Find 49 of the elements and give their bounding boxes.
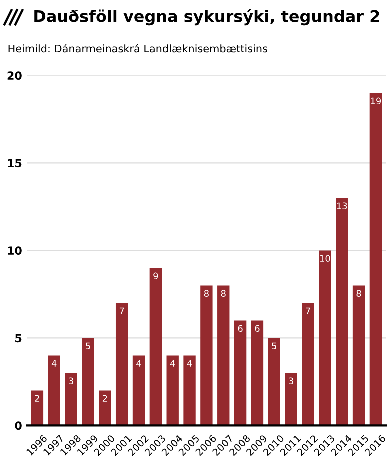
data-label: 4 [136, 360, 142, 367]
y-tick-label: 5 [16, 334, 22, 343]
bar [302, 303, 314, 426]
y-tick-label: 0 [15, 422, 22, 430]
y-tick-label: 10 [8, 246, 22, 256]
data-label: 3 [69, 378, 74, 385]
bar [99, 390, 112, 426]
data-label: 8 [356, 290, 362, 298]
data-label: 5 [86, 342, 90, 350]
data-label: 7 [306, 308, 310, 314]
bar [116, 303, 128, 426]
data-label: 10 [320, 255, 330, 262]
data-label: 7 [120, 308, 124, 314]
data-label: 13 [337, 202, 348, 210]
bar [132, 356, 146, 426]
chart-subtitle: Heimild: Dánarmeinaskrá Landlæknisembættisins [8, 44, 268, 53]
data-label: 4 [170, 360, 176, 367]
data-label: 6 [255, 325, 260, 332]
chart-title: Dauðsföll vegna sykursýki, tegundar 2 [34, 9, 380, 26]
bar [319, 250, 332, 426]
data-label: 19 [371, 98, 382, 105]
data-label: 4 [187, 360, 192, 367]
bar [268, 338, 280, 426]
data-label: 3 [289, 378, 294, 385]
data-label: 8 [204, 290, 209, 298]
bar [65, 373, 78, 426]
bar [166, 356, 179, 426]
bar [31, 390, 44, 426]
bar [285, 373, 298, 426]
data-label: 6 [238, 325, 243, 332]
bar [82, 338, 94, 426]
bar [200, 286, 213, 426]
data-label: 5 [272, 342, 276, 350]
bar [352, 286, 366, 426]
data-label: 4 [52, 360, 57, 367]
data-label: 8 [221, 290, 226, 298]
y-tick-label: 15 [8, 159, 22, 168]
bar [234, 320, 247, 426]
data-label: 9 [154, 272, 158, 280]
bar [251, 320, 264, 426]
bar [48, 356, 60, 426]
y-tick-label: 20 [8, 72, 22, 80]
data-label: 2 [35, 395, 40, 402]
bar [218, 286, 230, 426]
bar [150, 268, 162, 426]
data-label: 2 [102, 395, 108, 402]
bar [336, 198, 348, 426]
bar [370, 93, 382, 426]
bar [184, 356, 196, 426]
